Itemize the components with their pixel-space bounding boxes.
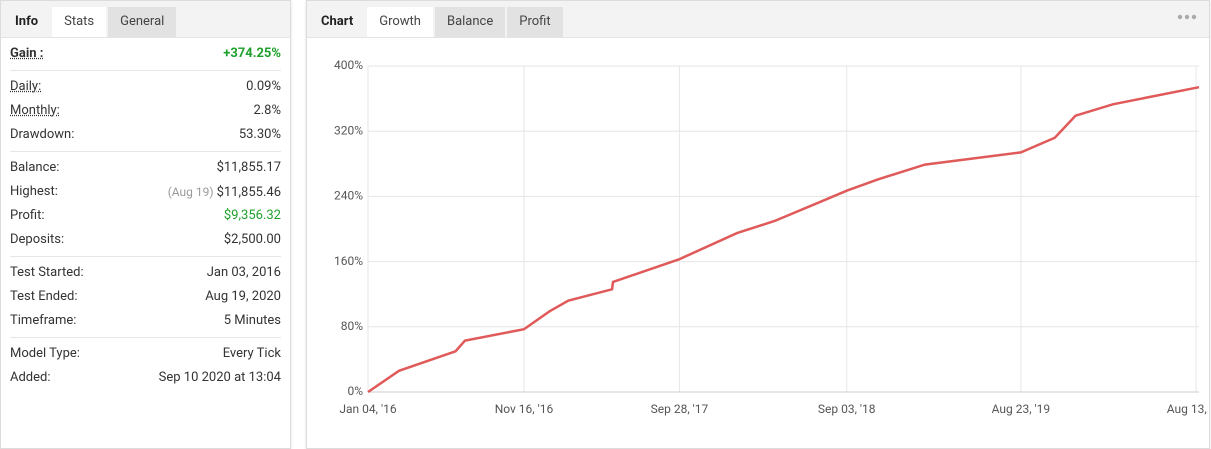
stat-value: $2,500.00: [223, 232, 281, 247]
chart-panel: Chart Growth Balance Profit 0% 80% 160% 240% 32…: [306, 0, 1210, 449]
stat-label: Balance:: [10, 160, 60, 175]
stat-value: 5 Minutes: [223, 313, 281, 328]
chart: 0% 80% 160% 240% 320% 400% Jan 04, '16 Nov 16, …: [334, 58, 1209, 416]
stat-row: Test Started: Jan 03, 2016: [10, 261, 281, 285]
stat-value-wrap: Jan 03, 2016: [207, 261, 281, 285]
stat-label: Timeframe:: [10, 313, 77, 328]
stats-section: Daily: 0.09% Monthly: 2.8% Drawdown: 53.30%: [10, 70, 281, 151]
x-tick-label: Nov 16, '16: [495, 402, 554, 416]
tab: Chart: [321, 14, 354, 29]
y-tick-label: 320%: [334, 123, 363, 137]
stat-value-wrap: Every Tick: [223, 342, 281, 366]
stat-value: $11,855.46: [216, 185, 281, 200]
stat-row: Highest: (Aug 19) $11,855.46: [10, 180, 281, 204]
stat-value: 0.09%: [246, 79, 281, 94]
stats-section: Test Started: Jan 03, 2016 Test Ended: Aug …: [10, 256, 281, 337]
stat-value-wrap: 53.30%: [239, 123, 281, 147]
tab[interactable]: Growth: [367, 7, 433, 37]
stat-value-wrap: +374.25%: [223, 42, 281, 66]
stats-section: Gain : +374.25%: [10, 38, 281, 70]
x-tick-label: Sep 03, '18: [818, 402, 876, 416]
x-tick-label: Jan 04, '16: [339, 402, 396, 416]
stat-label: Test Ended:: [10, 289, 78, 304]
x-tick-label: Aug 23, '19: [992, 402, 1051, 416]
stat-value-wrap: 0.09%: [246, 75, 281, 99]
tab-bar: Chart Growth Balance Profit: [307, 1, 1209, 38]
stat-row: Deposits: $2,500.00: [10, 228, 281, 252]
growth-line: [367, 85, 1200, 394]
stat-label: Test Started:: [10, 265, 84, 280]
tab[interactable]: Profit: [507, 7, 563, 37]
stat-label: Drawdown:: [10, 127, 75, 142]
stat-row: Gain : +374.25%: [10, 42, 281, 66]
stat-label: Profit:: [10, 208, 45, 223]
stat-label: Gain :: [10, 46, 44, 61]
stat-label: Model Type:: [10, 346, 80, 361]
stats-list: Gain : +374.25% Daily: 0.09% Monthly: 2.8% Dra…: [1, 38, 290, 394]
stat-row: Test Ended: Aug 19, 2020: [10, 285, 281, 309]
stat-value: Aug 19, 2020: [205, 289, 281, 304]
stat-value-wrap: Sep 10 2020 at 13:04: [159, 366, 281, 390]
tab[interactable]: Balance: [434, 7, 506, 37]
menu-icon[interactable]: [1177, 13, 1197, 21]
y-tick-label: 240%: [334, 189, 363, 203]
stat-row: Daily: 0.09%: [10, 75, 281, 99]
stat-value-wrap: Aug 19, 2020: [205, 285, 281, 309]
stat-row: Balance: $11,855.17: [10, 156, 281, 180]
x-tick-label: Aug 13, '20: [1167, 402, 1209, 416]
stat-value-wrap: $2,500.00: [224, 228, 281, 252]
y-tick-label: 0%: [347, 384, 363, 398]
tab: Info: [15, 14, 39, 29]
stat-label: Highest:: [10, 184, 58, 199]
y-tick-label: 400%: [334, 58, 363, 72]
tab[interactable]: General: [108, 7, 177, 37]
stat-value: Every Tick: [222, 346, 281, 361]
stat-value: $11,855.17: [216, 160, 281, 175]
stat-row: Timeframe: 5 Minutes: [10, 309, 281, 333]
stat-value: +374.25%: [223, 46, 281, 61]
stats-section: Model Type: Every Tick Added: Sep 10 2020 a…: [10, 337, 281, 394]
stat-row: Monthly: 2.8%: [10, 99, 281, 123]
stat-row: Model Type: Every Tick: [10, 342, 281, 366]
stats-panel: Info Stats General Gain : +374.25% Daily: 0.0…: [0, 0, 291, 449]
stat-value: Jan 03, 2016: [206, 265, 281, 280]
stat-label: Deposits:: [10, 232, 65, 247]
y-tick-label: 160%: [334, 254, 363, 268]
stats-section: Balance: $11,855.17 Highest: (Aug 19) $11,85…: [10, 151, 281, 256]
stat-value: 2.8%: [253, 103, 281, 118]
stat-row: Added: Sep 10 2020 at 13:04: [10, 366, 281, 390]
stat-value: $9,356.32: [223, 208, 281, 223]
stat-row: Profit: $9,356.32: [10, 204, 281, 228]
stat-note: (Aug 19): [167, 185, 214, 199]
stat-label: Added:: [10, 370, 51, 385]
tab-bar: Info Stats General: [1, 1, 290, 38]
stat-value: Sep 10 2020 at 13:04: [158, 370, 281, 385]
stat-value-wrap: 5 Minutes: [224, 309, 281, 333]
stat-label: Monthly:: [10, 103, 60, 118]
stat-value-wrap: $9,356.32: [224, 204, 281, 228]
y-tick-label: 80%: [341, 319, 363, 333]
stat-value-wrap: $11,855.17: [217, 156, 281, 180]
stat-value: 53.30%: [238, 127, 281, 142]
tab[interactable]: Stats: [52, 7, 107, 37]
stat-label: Daily:: [10, 79, 42, 94]
x-tick-label: Sep 28, '17: [651, 402, 709, 416]
stat-row: Drawdown: 53.30%: [10, 123, 281, 147]
stat-value-wrap: 2.8%: [253, 99, 281, 123]
stat-value-wrap: (Aug 19) $11,855.46: [168, 180, 281, 204]
